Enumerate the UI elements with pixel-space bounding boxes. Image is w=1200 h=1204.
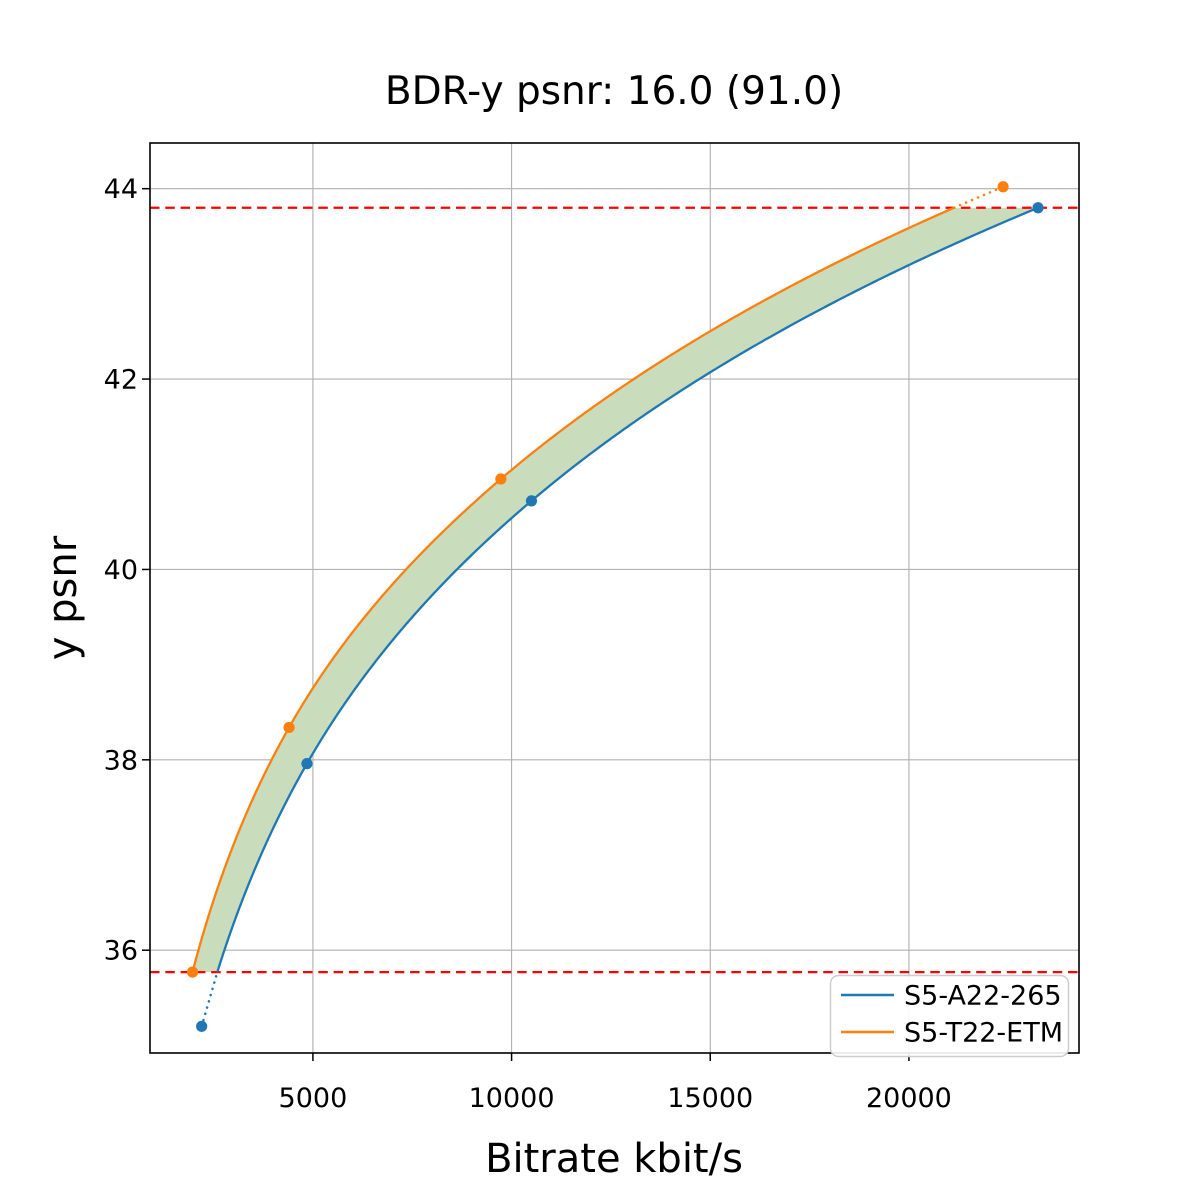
data-point-S5-T22-ETM [997, 181, 1009, 193]
y-axis-label: y psnr [40, 535, 86, 660]
x-tick-label: 5000 [279, 1083, 348, 1114]
data-point-S5-A22-265 [301, 758, 313, 770]
bd-overlap-fill [192, 207, 1039, 973]
legend-label: S5-T22-ETM [904, 1018, 1063, 1049]
series-dotted-extension-S5-T22-ETM [952, 185, 1005, 209]
y-tick-label: 36 [104, 936, 138, 967]
legend-label: S5-A22-265 [904, 981, 1062, 1012]
x-tick-label: 10000 [469, 1083, 555, 1114]
data-point-S5-A22-265 [525, 495, 538, 507]
plot-area: 5000 10000 15000 200003638404244S5-A22-265S… [104, 142, 1080, 1114]
data-point-S5-A22-265 [1032, 202, 1044, 214]
legend: S5-A22-265 S5-T22-ETM [829, 974, 1070, 1058]
gridlines [150, 143, 1079, 1053]
series-curve-S5-A22-265 [216, 206, 1039, 973]
data-point-S5-T22-ETM [186, 966, 199, 978]
x-tick-label: 15000 [667, 1083, 753, 1114]
y-tick-label: 38 [104, 745, 138, 776]
series-curve-S5-T22-ETM [191, 206, 955, 973]
data-point-S5-T22-ETM [495, 473, 507, 485]
x-tick-label: 20000 [866, 1083, 952, 1114]
axes-frame [149, 142, 1080, 1054]
series-dotted-extension-S5-A22-265 [200, 970, 219, 1028]
y-tick-label: 40 [104, 555, 138, 586]
data-point-S5-A22-265 [196, 1020, 208, 1032]
y-tick-label: 42 [104, 365, 138, 396]
chart-title: BDR-y psnr: 16.0 (91.0) [385, 69, 843, 114]
x-axis-label: Bitrate kbit/s [485, 1136, 743, 1182]
y-tick-label: 44 [104, 174, 138, 205]
data-point-S5-T22-ETM [283, 721, 295, 734]
